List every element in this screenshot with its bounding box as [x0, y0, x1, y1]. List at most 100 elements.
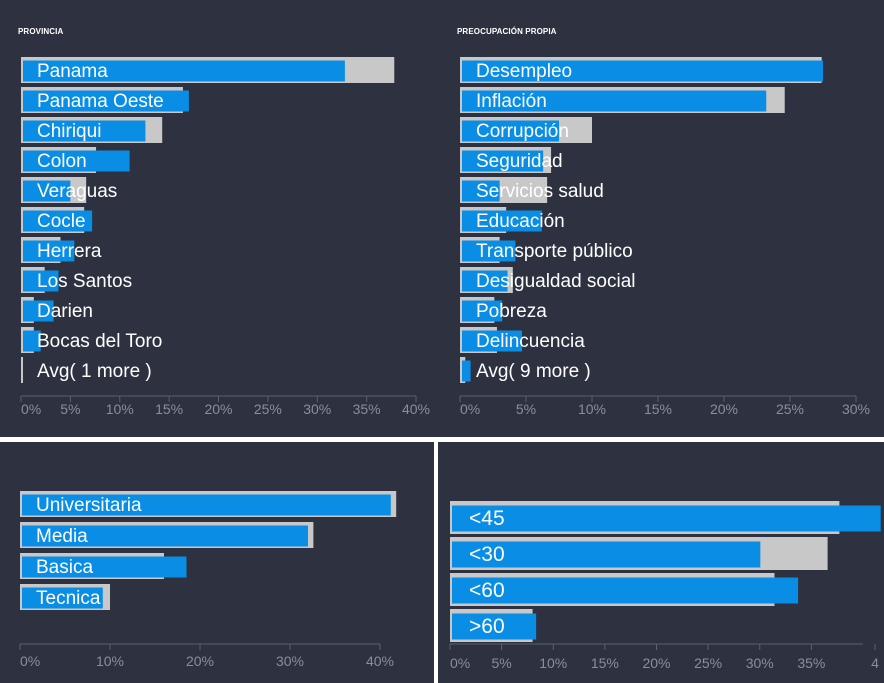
- current-bar[interactable]: [21, 210, 93, 232]
- current-bar[interactable]: [21, 90, 189, 112]
- current-bar[interactable]: [21, 180, 71, 202]
- current-bar[interactable]: [21, 150, 130, 172]
- category-label: Bocas del Toro: [37, 331, 162, 352]
- x-tick-label: 10%: [578, 401, 606, 417]
- category-label: Avg( 1 more ): [37, 361, 152, 382]
- category-label: Basica: [36, 557, 93, 578]
- x-tick-label: 15%: [644, 401, 672, 417]
- current-bar[interactable]: [20, 525, 308, 547]
- x-tick-label: 25%: [254, 401, 282, 417]
- current-bar[interactable]: [460, 360, 471, 382]
- x-tick-label: 30%: [746, 655, 774, 671]
- current-bar[interactable]: [21, 270, 59, 292]
- bar-baseline-marker: [450, 573, 452, 606]
- current-bar[interactable]: [460, 210, 542, 232]
- panel-separator-vertical: [434, 442, 438, 683]
- current-bar[interactable]: [460, 270, 508, 292]
- x-tick-label: 40%: [366, 653, 394, 669]
- bar-baseline-marker: [20, 553, 22, 579]
- current-bar[interactable]: [21, 240, 75, 262]
- preocupacion-bar-chart: Desempleo Inflación Corrupción Seguridad Ser…: [459, 57, 870, 417]
- category-label: Panama Oeste: [37, 91, 164, 112]
- current-bar[interactable]: [21, 120, 146, 142]
- x-tick-label: 4: [871, 655, 879, 671]
- category-label: Transporte público: [476, 241, 633, 262]
- current-bar[interactable]: [460, 150, 544, 172]
- x-tick-label: 15%: [155, 401, 183, 417]
- bar-baseline-marker: [21, 117, 23, 143]
- category-label: Servicios salud: [476, 181, 604, 202]
- educacion-panel: Universitaria Media Basica Tecnica 0% 10% 20% 3…: [0, 442, 434, 683]
- category-label: Colon: [37, 151, 87, 172]
- x-tick-label: 30%: [303, 401, 331, 417]
- current-bar[interactable]: [460, 300, 503, 322]
- bar-baseline-marker: [21, 87, 23, 113]
- x-tick-label: 20%: [186, 653, 214, 669]
- category-label: Tecnica: [36, 588, 101, 609]
- bar-baseline-marker: [460, 297, 462, 323]
- x-tick-label: 20%: [710, 401, 738, 417]
- current-bar[interactable]: [460, 330, 523, 352]
- provincia-panel: PROVINCIA Panama Panama Oeste Chiriqui Colo…: [0, 0, 440, 437]
- x-tick-label: 0%: [21, 401, 41, 417]
- current-bar[interactable]: [450, 577, 799, 604]
- x-tick-label: 20%: [642, 655, 670, 671]
- category-label: <60: [469, 579, 505, 602]
- bar-baseline-marker: [21, 207, 23, 233]
- x-tick-label: 20%: [204, 401, 232, 417]
- category-label: Los Santos: [37, 271, 132, 292]
- current-bar[interactable]: [20, 494, 391, 516]
- bar-baseline-marker: [20, 522, 22, 548]
- educacion-bar-chart: Universitaria Media Basica Tecnica 0% 10% 20% 3…: [19, 491, 397, 669]
- bar-baseline-marker: [21, 297, 23, 323]
- category-label: Seguridad: [476, 151, 563, 172]
- bar-baseline-marker: [21, 147, 23, 173]
- current-bar[interactable]: [450, 505, 881, 532]
- bar-baseline-marker: [450, 609, 452, 642]
- current-bar[interactable]: [20, 556, 187, 578]
- bar-baseline-marker: [460, 267, 462, 293]
- current-bar[interactable]: [460, 240, 516, 262]
- category-label: Desempleo: [476, 61, 572, 82]
- provincia-chart-title: PROVINCIA: [18, 27, 64, 36]
- category-label: Delincuencia: [476, 331, 585, 352]
- current-bar[interactable]: [21, 330, 41, 352]
- current-bar[interactable]: [460, 180, 500, 202]
- category-label: Inflación: [476, 91, 547, 112]
- x-tick-label: 25%: [776, 401, 804, 417]
- bar-baseline-marker: [460, 207, 462, 233]
- category-label: Panama: [37, 61, 108, 82]
- current-bar[interactable]: [21, 60, 345, 82]
- current-bar[interactable]: [20, 587, 103, 609]
- category-label: >60: [469, 615, 505, 638]
- current-bar[interactable]: [460, 60, 823, 82]
- category-label: Pobreza: [476, 301, 547, 322]
- current-bar[interactable]: [450, 613, 537, 640]
- category-label: Educación: [476, 211, 565, 232]
- category-label: Avg( 9 more ): [476, 361, 591, 382]
- bar-baseline-marker: [20, 491, 22, 517]
- category-label: Herrera: [37, 241, 102, 262]
- category-label: Darien: [37, 301, 93, 322]
- current-bar[interactable]: [450, 541, 761, 568]
- category-label: Cocle: [37, 211, 86, 232]
- x-tick-label: 0%: [450, 655, 470, 671]
- bar-baseline-marker: [21, 237, 23, 263]
- x-tick-label: 25%: [694, 655, 722, 671]
- bar-baseline-marker: [460, 117, 462, 143]
- bar-baseline-marker: [460, 357, 462, 383]
- x-tick-label: 5%: [492, 655, 512, 671]
- current-bar[interactable]: [21, 300, 54, 322]
- bar-baseline-marker: [450, 537, 452, 570]
- provincia-bar-chart: Panama Panama Oeste Chiriqui Colon Veraguas C…: [20, 57, 430, 417]
- edad-bar-chart: <45 <30 <60 >60 0% 5% 10% 15% 20% 25% 30% 35% 4: [449, 501, 881, 671]
- bar-baseline-marker: [21, 327, 23, 353]
- category-label: <45: [469, 507, 505, 530]
- x-tick-label: 30%: [276, 653, 304, 669]
- category-label: <30: [469, 543, 505, 566]
- current-bar[interactable]: [460, 120, 559, 142]
- x-tick-label: 35%: [353, 401, 381, 417]
- current-bar[interactable]: [460, 90, 767, 112]
- bar-baseline-marker: [21, 177, 23, 203]
- preocupacion-panel: PREOCUPACIÓN PROPIA Desempleo Inflación Co…: [440, 0, 884, 437]
